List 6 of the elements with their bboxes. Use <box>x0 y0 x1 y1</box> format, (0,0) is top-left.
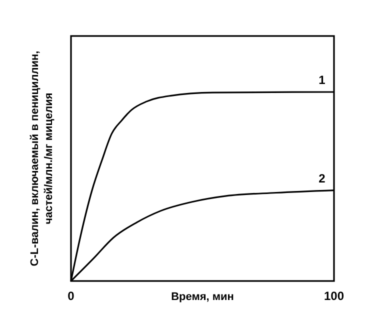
x-tick-label: 0 <box>68 289 75 303</box>
y-axis-title: C-L-валин, включаемый в пенициллин, частей/млн./мг мицелия <box>29 50 55 266</box>
series-label: 1 <box>318 73 326 87</box>
x-tick-label: 100 <box>324 289 344 303</box>
x-axis-title: Время, мин <box>171 291 234 303</box>
series-label: 2 <box>318 171 326 186</box>
